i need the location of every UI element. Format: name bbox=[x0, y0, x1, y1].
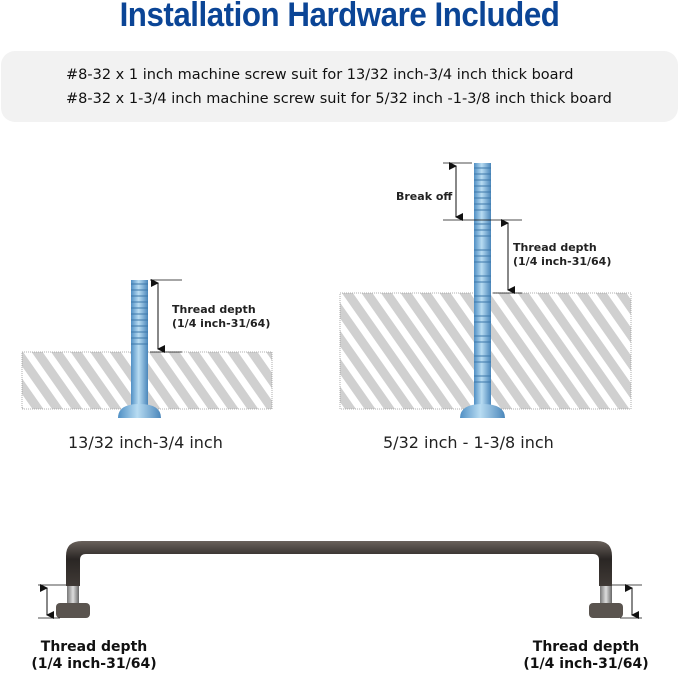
page-title: Installation Hardware Included bbox=[119, 0, 560, 34]
thread-depth-label-left: Thread depth bbox=[41, 639, 147, 655]
cabinet-handle: Thread depth (1/4 inch-31/64) Thread dep… bbox=[31, 541, 649, 672]
handle-foot-right bbox=[589, 603, 623, 618]
handle-bar bbox=[66, 541, 612, 586]
thread-depth-label: Thread depth bbox=[172, 303, 256, 316]
thread-depth-range-left: (1/4 inch-31/64) bbox=[31, 656, 156, 672]
thread-depth-range-right: (1/4 inch-31/64) bbox=[523, 656, 648, 672]
handle-foot-left bbox=[56, 603, 90, 618]
thread-depth-label-right: Thread depth bbox=[533, 639, 639, 655]
screw-info-box: #8-32 x 1 inch machine screw suit for 13… bbox=[1, 51, 678, 122]
left-board-diagram: Thread depth (1/4 inch-31/64) 13/32 inch… bbox=[21, 279, 273, 452]
board-thickness-caption: 13/32 inch-3/4 inch bbox=[68, 433, 223, 452]
long-screw bbox=[460, 163, 505, 418]
thread-depth-range: (1/4 inch-31/64) bbox=[172, 317, 270, 330]
board-thickness-caption: 5/32 inch - 1-3/8 inch bbox=[383, 433, 554, 452]
screw-info-line: #8-32 x 1-3/4 inch machine screw suit fo… bbox=[66, 91, 612, 107]
short-screw bbox=[118, 280, 161, 418]
thread-depth-label: Thread depth bbox=[513, 241, 597, 254]
screw-info-line: #8-32 x 1 inch machine screw suit for 13… bbox=[66, 67, 574, 83]
thread-depth-range: (1/4 inch-31/64) bbox=[513, 255, 611, 268]
right-board-diagram: Break off Thread depth (1/4 inch-31/64) … bbox=[339, 162, 632, 452]
break-off-label: Break off bbox=[396, 190, 452, 203]
